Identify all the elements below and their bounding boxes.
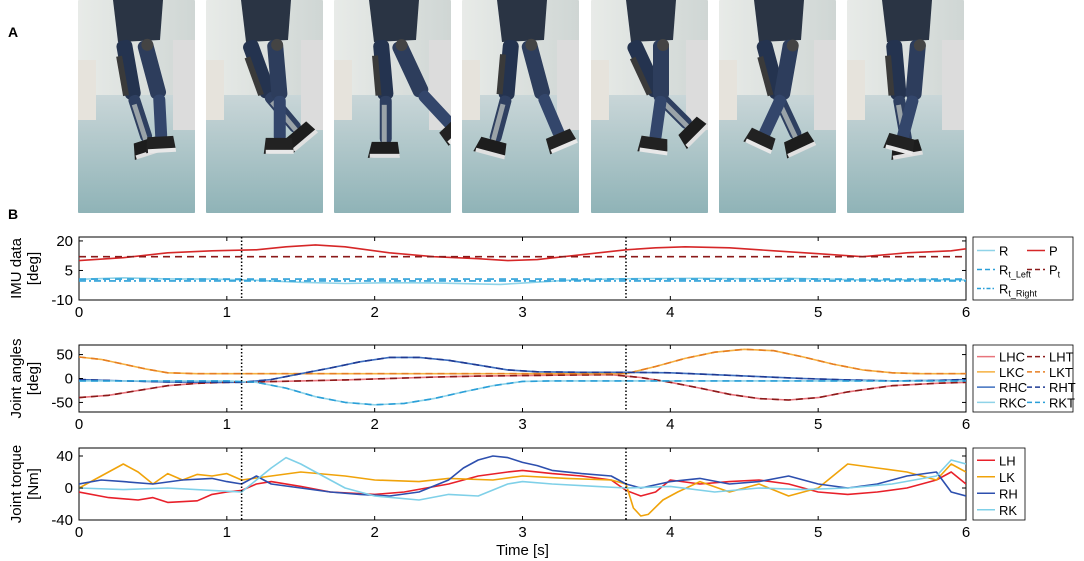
x-tick-label: 2 [370,304,378,321]
legend: R Rt_Left Rt_Right P Pt [972,236,1074,301]
y-tick-label: 0 [65,371,73,388]
legend-label: LK [999,470,1015,485]
series-RHT-line [79,356,966,384]
series-LHT-line [79,373,966,401]
panel-b-label: B [8,206,19,222]
legend-label: LHT [1049,350,1074,365]
series-LKC-line [79,348,966,375]
y-tick-label: 40 [56,448,73,465]
series-RKT-line [79,380,966,406]
x-tick-label: 4 [666,524,674,541]
x-tick-label: 0 [75,524,83,541]
legend-label: RH [999,486,1018,501]
legend-label: Pt [1049,263,1061,280]
x-tick-label: 6 [962,416,970,433]
y-tick-label: 0 [65,480,73,497]
series-RK-line [79,456,966,501]
y-axis-label: Joint angles [8,338,25,418]
series-RKC-line [79,380,966,406]
legend-label: RKT [1049,395,1075,410]
series-LKT-line [79,348,966,375]
x-tick-label: 0 [75,304,83,321]
legend-label: RKC [999,395,1026,410]
x-tick-label: 1 [223,304,231,321]
y-axis-unit: [deg] [25,252,42,285]
legend-label: P [1049,244,1058,259]
x-tick-label: 6 [962,304,970,321]
y-axis-label: Joint torque [8,445,25,523]
legend-label: RHT [1049,380,1076,395]
x-axis-label: Time [s] [496,542,549,559]
y-tick-label: -40 [51,512,73,529]
series-RHC-line [79,356,966,384]
series-RH-line [79,455,966,497]
legend-label: R [999,244,1008,259]
series-group [79,455,966,517]
legend-label: RHC [999,380,1027,395]
series-P-line [79,244,966,262]
plot-frame [78,236,967,301]
chart-panel-1: 0 1 2 3 4 5 6 20 5 -10 IMU data [deg] R Rt_Left Rt_Rig… [8,233,1074,321]
x-tick-label: 3 [518,416,526,433]
legend-label: LKC [999,365,1024,380]
legend-label: LH [999,453,1016,468]
y-tick-label: 20 [56,233,73,250]
y-tick-label: -50 [51,394,73,411]
gait-frame-5 [591,0,708,213]
y-tick-label: -10 [51,292,73,309]
x-tick-label: 3 [518,304,526,321]
gait-frame-6 [719,0,836,213]
x-tick-label: 3 [518,524,526,541]
series-LH-line [79,469,966,504]
y-axis-unit: [Nm] [25,468,42,500]
x-tick-label: 5 [814,304,822,321]
plot-frame [78,344,967,413]
x-tick-label: 5 [814,524,822,541]
x-tick-label: 5 [814,416,822,433]
panel-a-label: A [8,24,19,40]
x-tick-label: 0 [75,416,83,433]
legend-label: RK [999,503,1017,518]
gait-frame-3 [334,0,451,213]
legend-box [972,236,1074,301]
x-tick-label: 6 [962,524,970,541]
y-axis-unit: [deg] [25,362,42,395]
y-axis-label: IMU data [8,237,25,299]
x-tick-label: 2 [370,524,378,541]
gait-frame-1 [78,0,195,213]
legend-label: Rt_Right [999,282,1037,299]
gait-frame-4 [462,0,579,213]
y-tick-label: 5 [65,262,73,279]
legend-label: LHC [999,350,1025,365]
y-tick-label: 50 [56,347,73,364]
legend-label: LKT [1049,365,1073,380]
x-tick-label: 4 [666,304,674,321]
series-group [79,244,966,286]
series-group [79,348,966,406]
gait-frame-7 [847,0,964,213]
plot-frame [78,447,967,521]
series-R-line [79,276,966,286]
x-tick-label: 2 [370,416,378,433]
series-LHC-line [79,373,966,401]
x-tick-label: 1 [223,416,231,433]
legend-label: Rt_Left [999,263,1031,280]
gait-frame-2 [206,0,323,213]
x-tick-label: 1 [223,524,231,541]
x-tick-label: 4 [666,416,674,433]
